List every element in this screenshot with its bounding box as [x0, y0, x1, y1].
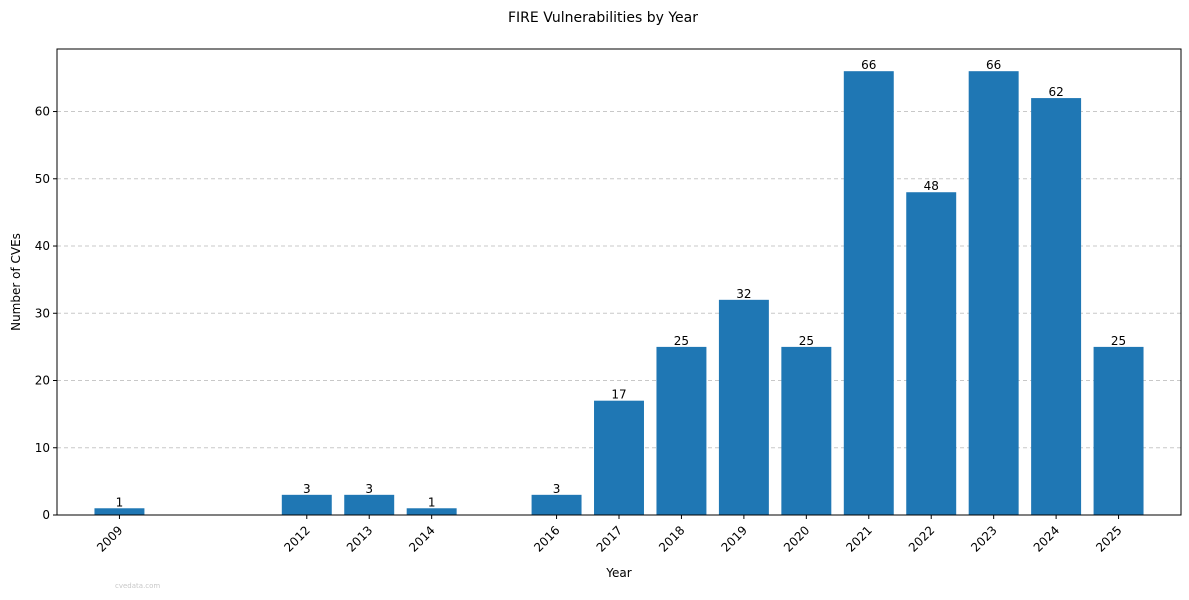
x-tick-label-2023: 2023 — [968, 523, 999, 554]
x-tick-label-2014: 2014 — [406, 523, 437, 554]
x-tick-label-2013: 2013 — [344, 523, 375, 554]
x-tick-label-2009: 2009 — [94, 523, 125, 554]
y-axis: 0 10 20 30 40 50 60 — [35, 105, 57, 522]
x-tick-label-2016: 2016 — [531, 523, 562, 554]
bars — [94, 71, 1144, 516]
bar-value-label-2020: 25 — [799, 334, 814, 348]
bar-2012 — [281, 494, 332, 515]
bar-2017 — [594, 400, 644, 515]
x-tick-label-2012: 2012 — [281, 523, 312, 554]
x-tick-label-2020: 2020 — [781, 523, 812, 554]
watermark: cvedata.com — [115, 582, 160, 590]
y-tick-label-20: 20 — [35, 374, 50, 388]
bar-value-label-2013: 3 — [365, 482, 373, 496]
bar-value-label-2014: 1 — [428, 495, 436, 509]
bar-2023 — [968, 71, 1019, 515]
bar-value-label-2024: 62 — [1048, 85, 1063, 99]
x-tick-label-2018: 2018 — [656, 523, 687, 554]
y-tick-label-10: 10 — [35, 441, 50, 455]
y-tick-label-40: 40 — [35, 239, 50, 253]
bar-2016 — [531, 494, 582, 515]
bar-2021 — [843, 71, 894, 515]
bar-value-label-2012: 3 — [303, 482, 311, 496]
y-tick-label-0: 0 — [42, 508, 50, 522]
bar-2013 — [344, 494, 395, 515]
bar-labels: 1 3 3 1 3 17 25 32 25 66 48 66 62 25 — [116, 58, 1127, 509]
y-tick-label-30: 30 — [35, 306, 50, 320]
x-tick-label-2019: 2019 — [719, 523, 750, 554]
bar-2020 — [781, 346, 832, 515]
x-axis-label: Year — [605, 566, 631, 580]
x-axis: 2009 2012 2013 2014 2016 2017 2018 2019 2020 2021… — [94, 515, 1125, 555]
bar-2018 — [656, 346, 707, 515]
x-tick-label-2025: 2025 — [1093, 523, 1124, 554]
bar-2022 — [906, 192, 957, 515]
bar-value-label-2023: 66 — [986, 58, 1001, 72]
bar-value-label-2025: 25 — [1111, 334, 1126, 348]
x-tick-label-2017: 2017 — [594, 523, 625, 554]
x-tick-label-2024: 2024 — [1031, 523, 1062, 554]
bar-2025 — [1093, 346, 1144, 515]
bar-2019 — [718, 299, 769, 515]
x-tick-label-2021: 2021 — [843, 523, 874, 554]
bar-2014 — [406, 508, 457, 515]
bar-value-label-2019: 32 — [736, 287, 751, 301]
bar-value-label-2022: 48 — [924, 179, 939, 193]
bar-2024 — [1031, 98, 1082, 516]
x-tick-label-2022: 2022 — [906, 523, 937, 554]
bar-value-label-2017: 17 — [611, 388, 626, 402]
bar-2009 — [94, 508, 145, 515]
bar-value-label-2021: 66 — [861, 58, 876, 72]
bar-value-label-2016: 3 — [553, 482, 561, 496]
y-tick-label-50: 50 — [35, 172, 50, 186]
y-axis-label: Number of CVEs — [9, 233, 23, 331]
chart-title: FIRE Vulnerabilities by Year — [508, 10, 698, 26]
bar-value-label-2009: 1 — [116, 495, 124, 509]
bar-value-label-2018: 25 — [674, 334, 689, 348]
y-tick-label-60: 60 — [35, 105, 50, 119]
